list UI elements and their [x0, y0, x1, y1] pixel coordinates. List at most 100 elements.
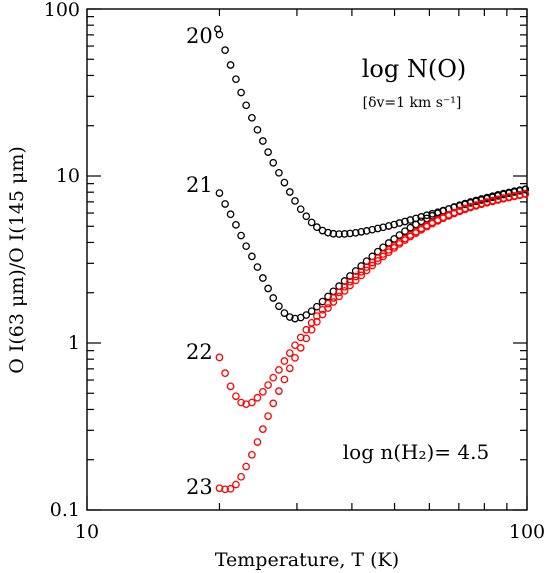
data-point-22 — [357, 267, 366, 276]
x-tick-label-100: 100 — [509, 521, 545, 543]
data-point-20 — [275, 168, 283, 177]
data-point-23 — [505, 193, 513, 202]
data-point-21 — [357, 262, 366, 270]
data-point-21 — [237, 231, 245, 240]
data-point-21 — [232, 220, 240, 229]
x-axis-title: Temperature, T (K) — [215, 549, 399, 571]
data-point-21 — [259, 274, 267, 282]
data-point-23 — [488, 197, 497, 206]
data-point-22 — [248, 398, 256, 407]
data-point-21 — [253, 263, 262, 271]
data-point-22 — [275, 366, 283, 374]
data-point-20 — [401, 217, 409, 226]
data-point-23 — [417, 225, 426, 234]
data-point-22 — [340, 282, 349, 291]
data-point-22 — [285, 349, 294, 357]
data-point-20 — [221, 46, 229, 55]
data-point-20 — [324, 228, 332, 237]
data-point-21 — [302, 311, 311, 319]
series-label-23: 23 — [186, 475, 213, 499]
data-point-21 — [269, 294, 278, 302]
data-point-22 — [215, 353, 224, 362]
data-point-22 — [296, 333, 305, 342]
data-point-20 — [226, 61, 235, 69]
data-point-23 — [335, 292, 343, 301]
data-point-23 — [269, 399, 278, 408]
data-point-22 — [351, 272, 360, 281]
data-point-23 — [280, 375, 289, 384]
data-point-20 — [291, 197, 299, 205]
data-point-20 — [264, 148, 272, 156]
data-point-20 — [335, 230, 343, 238]
data-point-22 — [264, 381, 272, 389]
series-label-20-degree-mark — [214, 25, 222, 33]
data-point-23 — [307, 325, 316, 334]
data-point-21 — [242, 242, 251, 251]
data-point-21 — [346, 272, 354, 280]
data-point-21 — [510, 187, 519, 196]
data-point-20 — [329, 229, 338, 238]
data-point-23 — [357, 271, 366, 280]
data-point-23 — [406, 232, 415, 241]
plot-frame — [86, 8, 528, 511]
data-point-23 — [226, 484, 235, 493]
data-point-21 — [494, 191, 502, 199]
y-tick-label-10: 10 — [56, 165, 80, 187]
data-point-20 — [313, 223, 321, 231]
data-point-20 — [384, 222, 393, 230]
data-point-22 — [259, 387, 267, 396]
data-point-20 — [368, 225, 377, 234]
data-point-23 — [351, 276, 360, 285]
data-point-23 — [412, 229, 420, 237]
data-point-21 — [248, 252, 256, 261]
data-point-21 — [505, 188, 513, 197]
data-point-23 — [242, 462, 251, 471]
data-point-23 — [395, 240, 404, 248]
data-point-20 — [390, 220, 399, 229]
y-tick-label-100: 100 — [44, 0, 80, 21]
data-point-21 — [351, 267, 360, 275]
data-point-23 — [232, 480, 240, 489]
data-point-23 — [237, 472, 245, 481]
data-point-22 — [253, 393, 262, 402]
y-axis-title: O I(63 μm)/O I(145 μm) — [6, 146, 28, 374]
data-point-21 — [390, 235, 399, 243]
data-point-23 — [221, 485, 229, 494]
data-point-23 — [259, 425, 267, 433]
data-point-22 — [226, 382, 235, 391]
data-point-22 — [269, 373, 278, 382]
annotation-density: log n(H₂)= 4.5 — [343, 440, 489, 464]
data-point-20 — [346, 229, 354, 238]
data-point-21 — [285, 313, 294, 321]
data-point-21 — [221, 200, 229, 208]
data-points — [215, 30, 530, 494]
data-point-23 — [499, 194, 508, 203]
data-point-21 — [215, 189, 224, 197]
data-point-23 — [362, 266, 371, 275]
data-point-23 — [291, 353, 299, 362]
data-point-21 — [275, 302, 283, 311]
data-point-23 — [329, 298, 338, 306]
series-label-21: 21 — [186, 173, 213, 197]
data-point-23 — [285, 364, 294, 373]
data-point-21 — [280, 309, 289, 317]
series-label-20: 20 — [186, 24, 213, 48]
data-point-21 — [264, 284, 272, 293]
data-point-23 — [401, 236, 409, 244]
data-point-21 — [401, 227, 409, 236]
data-point-21 — [226, 210, 235, 219]
data-point-20 — [259, 137, 267, 145]
data-point-23 — [296, 344, 305, 352]
data-point-20 — [422, 211, 431, 220]
data-point-20 — [269, 158, 278, 167]
annotation-doppler: [δv=1 km s⁻¹] — [363, 95, 462, 111]
data-point-20 — [248, 113, 256, 122]
data-point-23 — [248, 450, 256, 459]
data-point-21 — [395, 231, 404, 239]
data-point-20 — [242, 101, 251, 110]
data-point-21 — [307, 307, 316, 316]
data-point-23 — [515, 191, 524, 200]
data-point-23 — [318, 310, 327, 319]
